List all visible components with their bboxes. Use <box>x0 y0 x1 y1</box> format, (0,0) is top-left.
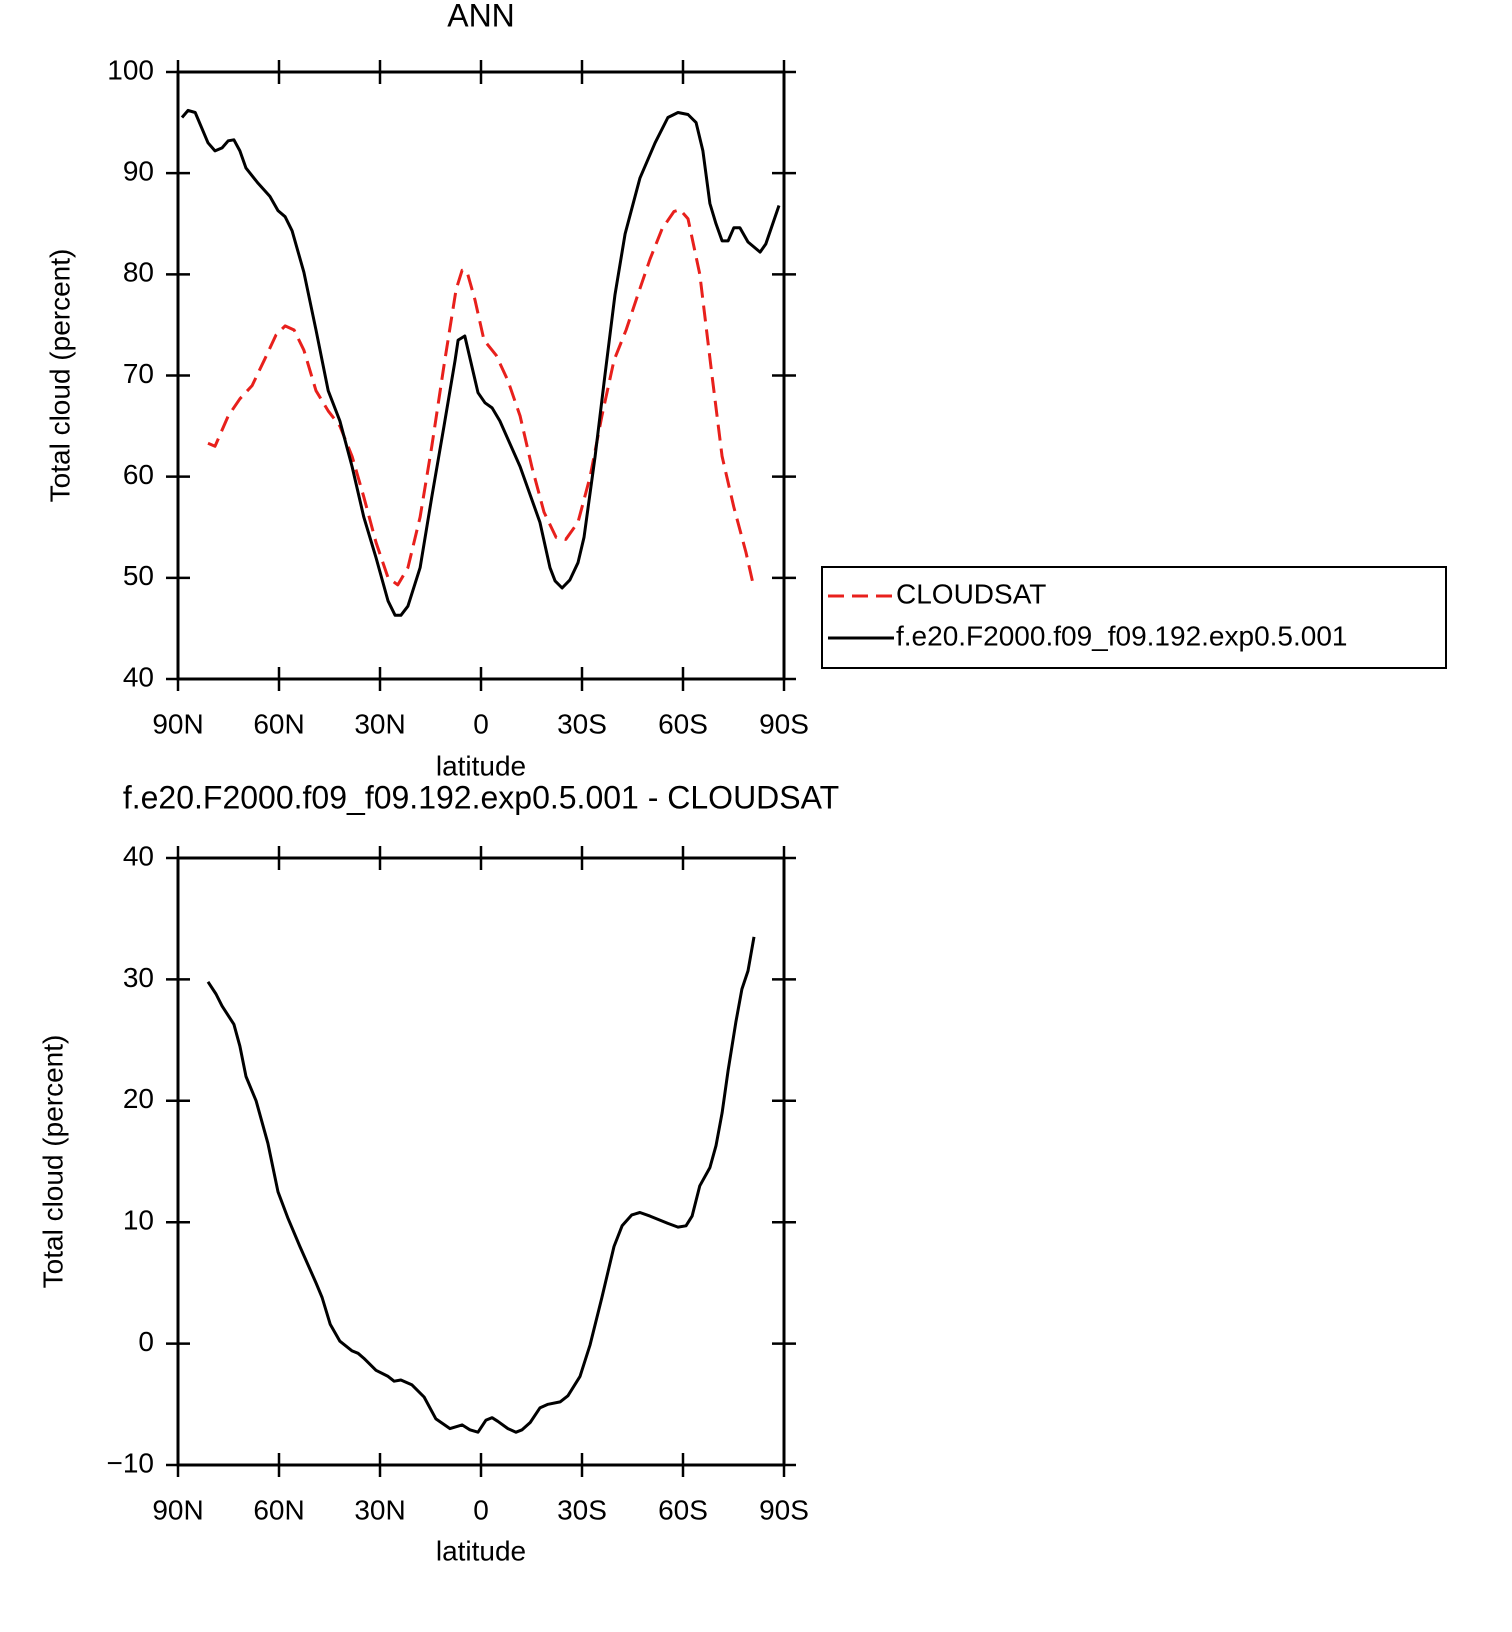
chart-title: ANN <box>447 0 515 33</box>
y-tick-label: 10 <box>123 1205 154 1236</box>
legend-label: f.e20.F2000.f09_f09.192.exp0.5.001 <box>896 620 1348 651</box>
y-tick-label: 100 <box>107 54 154 85</box>
y-tick-label: 20 <box>123 1083 154 1114</box>
x-tick-label: 60S <box>658 708 708 739</box>
x-tick-label: 30N <box>354 1494 405 1525</box>
data-line <box>206 936 756 1434</box>
x-tick-label: 90N <box>152 708 203 739</box>
x-tick-label: 0 <box>473 1494 489 1525</box>
x-tick-label: 90N <box>152 1494 203 1525</box>
x-tick-label: 60S <box>658 1494 708 1525</box>
x-tick-label: 90S <box>759 1494 809 1525</box>
y-tick-label: 60 <box>123 459 154 490</box>
y-tick-label: 0 <box>138 1326 154 1357</box>
x-tick-label: 60N <box>253 708 304 739</box>
y-tick-label: 40 <box>123 661 154 692</box>
data-line <box>207 208 756 589</box>
x-axis-label: latitude <box>436 1535 526 1566</box>
plot-frame <box>176 856 786 1467</box>
y-tick-label: 70 <box>123 358 154 389</box>
y-tick-label: 50 <box>123 560 154 591</box>
x-tick-label: 30S <box>557 1494 607 1525</box>
x-tick-label: 30N <box>354 708 405 739</box>
legend-box <box>821 566 1447 669</box>
data-line <box>180 108 781 617</box>
legend-label: CLOUDSAT <box>896 578 1046 609</box>
y-tick-label: 40 <box>123 840 154 871</box>
plot-frame <box>176 70 786 681</box>
y-tick-label: 90 <box>123 156 154 187</box>
x-tick-label: 60N <box>253 1494 304 1525</box>
x-tick-label: 90S <box>759 708 809 739</box>
y-axis-label: Total cloud (percent) <box>44 249 75 503</box>
y-tick-label: −10 <box>107 1447 155 1478</box>
x-tick-label: 0 <box>473 708 489 739</box>
y-tick-label: 80 <box>123 257 154 288</box>
x-tick-label: 30S <box>557 708 607 739</box>
y-axis-label: Total cloud (percent) <box>37 1035 68 1289</box>
x-axis-label: latitude <box>436 750 526 781</box>
y-tick-label: 30 <box>123 962 154 993</box>
chart-title: f.e20.F2000.f09_f09.192.exp0.5.001 - CLO… <box>123 779 839 815</box>
